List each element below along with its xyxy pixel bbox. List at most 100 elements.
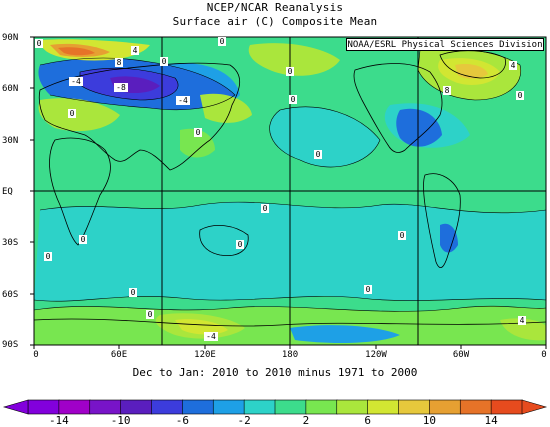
contour-label: 8: [115, 58, 123, 67]
colorbar-swatch: [243, 399, 276, 415]
svg-text:8: 8: [445, 86, 450, 95]
svg-text:-4: -4: [206, 332, 216, 341]
contour-label-group: 0 -4 -8 4 8 -4 0 0 4 8 0 0 0 0 0 0 0 0 0…: [35, 37, 526, 341]
svg-text:-4: -4: [71, 77, 81, 86]
contour-label: 4: [509, 61, 517, 70]
svg-text:0: 0: [238, 240, 243, 249]
colorbar-min-arrow: [2, 399, 29, 415]
contour-lines: [34, 48, 546, 312]
svg-text:0: 0: [291, 95, 296, 104]
lon-label: 0: [33, 350, 39, 360]
colorbar-tick-label: -6: [175, 414, 189, 427]
colorbar-swatch: [120, 399, 153, 415]
contour-label: 4: [131, 46, 139, 55]
colorbar-tick-label: -10: [110, 414, 131, 427]
colorbar-tick-label: 2: [302, 414, 310, 427]
svg-text:8: 8: [117, 58, 122, 67]
lat-label: 90N: [2, 33, 19, 43]
lon-label: 120E: [194, 350, 216, 360]
svg-text:4: 4: [133, 46, 138, 55]
colorbar-swatch: [151, 399, 184, 415]
contour-label: 0: [289, 95, 297, 104]
colorbar-swatch: [274, 399, 307, 415]
svg-text:0: 0: [366, 285, 371, 294]
contour-label: 0: [68, 109, 76, 118]
svg-text:0: 0: [131, 288, 136, 297]
lat-label: EQ: [2, 187, 13, 197]
colorbar-tick-label: 10: [422, 414, 436, 427]
lon-label: 60W: [452, 350, 470, 360]
contour-label: 4: [518, 316, 526, 325]
contour-label: 0: [218, 37, 226, 46]
data-source-credit: NOAA/ESRL Physical Sciences Division: [346, 38, 544, 51]
lon-label: 0: [541, 350, 547, 360]
lat-label: 90S: [2, 340, 19, 350]
contour-label: 0: [364, 285, 372, 294]
colorbar-max-arrow: [521, 399, 548, 415]
svg-text:0: 0: [46, 252, 51, 261]
svg-text:0: 0: [162, 57, 167, 66]
contour-label: 0: [286, 67, 294, 76]
lon-label: 180: [281, 350, 299, 360]
svg-text:0: 0: [220, 37, 225, 46]
contour-label: 0: [146, 310, 154, 319]
contour-label: 0: [194, 128, 202, 137]
colorbar-tick-label: 6: [364, 414, 371, 427]
contour-label: -4: [69, 77, 83, 86]
colorbar: [2, 399, 548, 415]
contour-label: 0: [44, 252, 52, 261]
colorbar-swatch: [212, 399, 245, 415]
svg-text:0: 0: [70, 109, 75, 118]
svg-text:0: 0: [263, 204, 268, 213]
svg-text:0: 0: [81, 235, 86, 244]
contour-label: -4: [176, 96, 190, 105]
coastlines: [34, 50, 546, 327]
contour-label: 0: [398, 231, 406, 240]
contour-label: 0: [236, 240, 244, 249]
colorbar-swatch: [27, 399, 60, 415]
colorbar-swatch: [490, 399, 523, 415]
contour-label: 0: [35, 39, 43, 48]
svg-text:0: 0: [400, 231, 405, 240]
contour-label: 0: [516, 91, 524, 100]
svg-text:4: 4: [511, 61, 516, 70]
colorbar-swatch: [459, 399, 492, 415]
svg-text:0: 0: [288, 67, 293, 76]
svg-text:0: 0: [37, 39, 42, 48]
lat-label: 60S: [2, 290, 19, 300]
lon-label: 60E: [110, 350, 128, 360]
contour-label: 8: [443, 86, 451, 95]
map-title: NCEP/NCAR Reanalysis: [206, 1, 344, 14]
svg-text:4: 4: [520, 316, 525, 325]
colorbar-swatch: [89, 399, 122, 415]
lat-label: 30S: [2, 238, 19, 248]
contour-label: -8: [114, 83, 128, 92]
contour-label: 0: [79, 235, 87, 244]
contour-label: 0: [314, 150, 322, 159]
colorbar-tick-label: -14: [48, 414, 69, 427]
svg-text:0: 0: [518, 91, 523, 100]
colorbar-swatch: [367, 399, 400, 415]
colorbar-tick-label: -2: [237, 414, 251, 427]
colorbar-swatch: [336, 399, 369, 415]
contour-label: 0: [261, 204, 269, 213]
svg-text:0: 0: [148, 310, 153, 319]
colorbar-tick-label: 14: [484, 414, 498, 427]
svg-text:0: 0: [196, 128, 201, 137]
contour-label: 0: [129, 288, 137, 297]
lon-label: 120W: [365, 350, 387, 360]
svg-text:-4: -4: [178, 96, 188, 105]
date-range-caption: Dec to Jan: 2010 to 2010 minus 1971 to 2…: [132, 366, 418, 379]
lat-label: 30N: [2, 136, 19, 146]
colorbar-swatch: [58, 399, 91, 415]
svg-text:-8: -8: [116, 83, 126, 92]
colorbar-swatch: [398, 399, 431, 415]
map-subtitle: Surface air (C) Composite Mean: [172, 15, 378, 28]
colorbar-swatch: [182, 399, 215, 415]
lat-label: 60N: [2, 84, 19, 94]
svg-text:0: 0: [316, 150, 321, 159]
contour-label: 0: [160, 57, 168, 66]
contour-label: -4: [204, 332, 218, 341]
colorbar-swatch: [305, 399, 338, 415]
